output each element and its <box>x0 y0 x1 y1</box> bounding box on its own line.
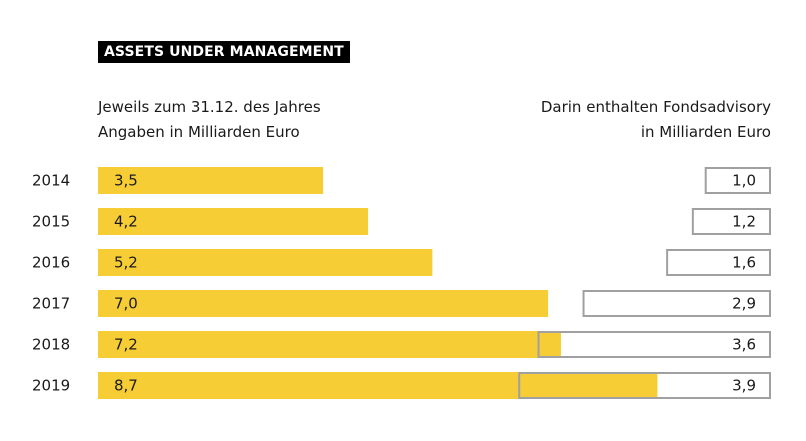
fondsadvisory-value-label: 1,0 <box>732 172 756 190</box>
labels-layer: 2014 3,5 1,0 2015 4,2 1,2 2016 5,2 1,6 2017 7,0 2,9… <box>32 172 756 395</box>
right-subtitle-line-1: Darin enthalten Fondsadvisory <box>540 98 771 116</box>
assets-bar <box>98 290 549 317</box>
right-subtitle: Darin enthalten Fondsadvisory in Milliar… <box>541 95 771 145</box>
assets-value-label: 8,7 <box>114 377 138 395</box>
year-label: 2015 <box>32 213 70 231</box>
fondsadvisory-value-label: 2,9 <box>732 295 756 313</box>
assets-bar <box>98 208 369 235</box>
assets-value-label: 3,5 <box>114 172 138 190</box>
fondsadvisory-bar <box>582 290 772 317</box>
year-label: 2018 <box>32 336 70 354</box>
assets-value-label: 5,2 <box>114 254 138 272</box>
chart-title: ASSETS UNDER MANAGEMENT <box>98 41 350 63</box>
assets-value-label: 7,0 <box>114 295 138 313</box>
assets-bar <box>98 372 658 399</box>
fondsadvisory-bar <box>518 372 771 399</box>
left-subtitle-line-2: Angaben in Milliarden Euro <box>98 123 300 141</box>
fondsadvisory-value-label: 3,9 <box>732 377 756 395</box>
year-label: 2017 <box>32 295 70 313</box>
assets-bar <box>98 167 324 194</box>
year-label: 2016 <box>32 254 70 272</box>
fondsadvisory-value-label: 1,6 <box>732 254 756 272</box>
year-label: 2019 <box>32 377 70 395</box>
right-subtitle-line-2: in Milliarden Euro <box>640 123 771 141</box>
fondsadvisory-bars-layer <box>518 167 772 399</box>
fondsadvisory-bar <box>537 331 772 358</box>
fondsadvisory-bar <box>704 167 772 194</box>
fondsadvisory-bar <box>691 208 772 235</box>
assets-bars-layer <box>98 167 658 399</box>
left-subtitle-line-1: Jeweils zum 31.12. des Jahres <box>98 98 321 116</box>
fondsadvisory-bar <box>666 249 771 276</box>
left-subtitle: Jeweils zum 31.12. des Jahres Angaben in… <box>98 95 321 145</box>
assets-value-label: 7,2 <box>114 336 138 354</box>
assets-value-label: 4,2 <box>114 213 138 231</box>
assets-bar <box>98 249 433 276</box>
assets-bar <box>98 331 561 358</box>
year-label: 2014 <box>32 172 70 190</box>
fondsadvisory-value-label: 1,2 <box>732 213 756 231</box>
fondsadvisory-value-label: 3,6 <box>732 336 756 354</box>
